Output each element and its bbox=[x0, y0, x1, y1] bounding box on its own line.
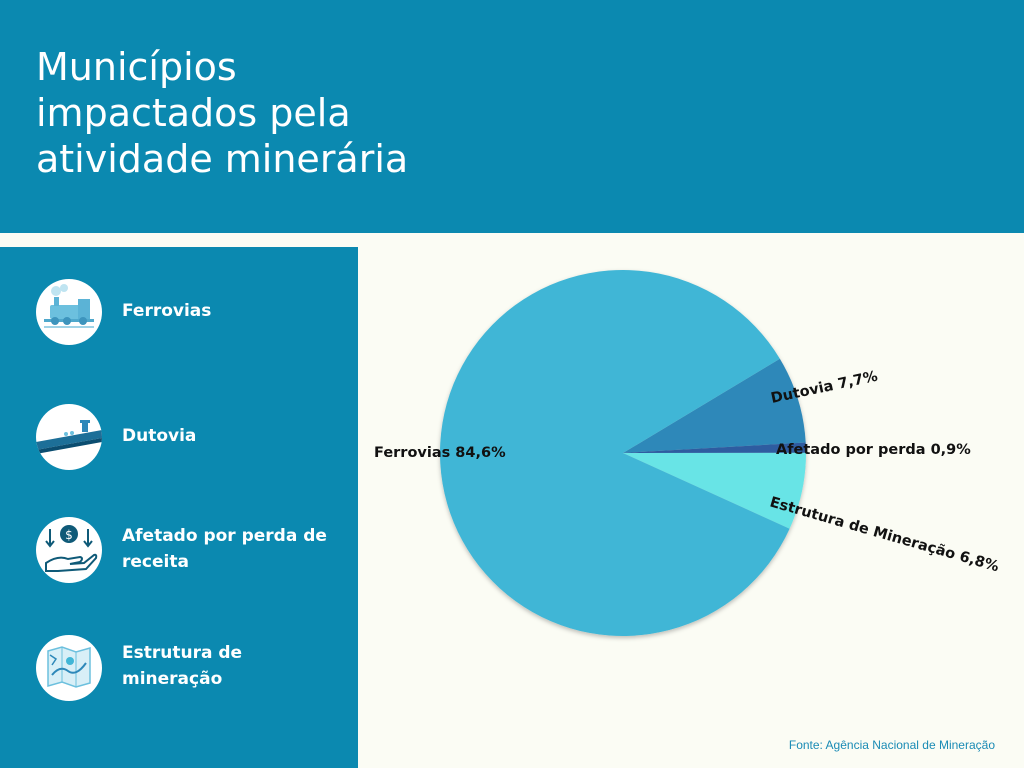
pie-label-ferrovias: Ferrovias 84,6% bbox=[374, 445, 506, 461]
svg-text:$: $ bbox=[65, 528, 73, 542]
pie-slice-estrutura-de-minera-o bbox=[623, 452, 806, 529]
legend-label-ferrovias: Ferrovias bbox=[122, 301, 212, 321]
train-icon bbox=[36, 279, 102, 345]
pie-slice-ferrovias bbox=[440, 270, 790, 636]
pie-chart: Ferrovias 84,6%Dutovia 7,7%Afetado por p… bbox=[374, 270, 1001, 636]
legend-label-afetado: Afetado por perda de receita bbox=[122, 526, 327, 572]
legend-item-afetado: $ Afetado por perda de receita bbox=[36, 517, 346, 587]
header-banner: Municípios impactados pela atividade min… bbox=[0, 0, 1024, 233]
title-line-3: atividade minerária bbox=[36, 137, 409, 181]
pie-label-estrutura-de-minera-o: Estrutura de Mineração 6,8% bbox=[768, 494, 1001, 575]
legend-sidebar: Ferrovias Dutovia $ bbox=[0, 247, 358, 768]
source-note: Fonte: Agência Nacional de Mineração bbox=[788, 738, 995, 752]
pie-slice-afetado-por-perda bbox=[623, 442, 806, 453]
mining-map-icon bbox=[36, 635, 102, 701]
pie-label-afetado-por-perda: Afetado por perda 0,9% bbox=[776, 442, 971, 458]
chart-area: Ferrovias 84,6% Dutovia 7,7% Afetado por p… bbox=[358, 233, 1024, 768]
money-hand-icon: $ bbox=[36, 517, 102, 583]
pie-slice-dutovia bbox=[623, 358, 806, 453]
legend-item-estrutura: Estrutura de mineração bbox=[36, 635, 346, 705]
legend-item-ferrovias: Ferrovias bbox=[36, 279, 346, 349]
page-title: Municípios impactados pela atividade min… bbox=[36, 44, 456, 182]
legend-item-dutovia: Dutovia bbox=[36, 404, 346, 474]
title-line-1: Municípios bbox=[36, 45, 237, 89]
legend-label-dutovia: Dutovia bbox=[122, 426, 197, 446]
legend-label-estrutura: Estrutura de mineração bbox=[122, 643, 243, 689]
title-line-2: impactados pela bbox=[36, 91, 351, 135]
pipeline-icon bbox=[36, 404, 102, 470]
